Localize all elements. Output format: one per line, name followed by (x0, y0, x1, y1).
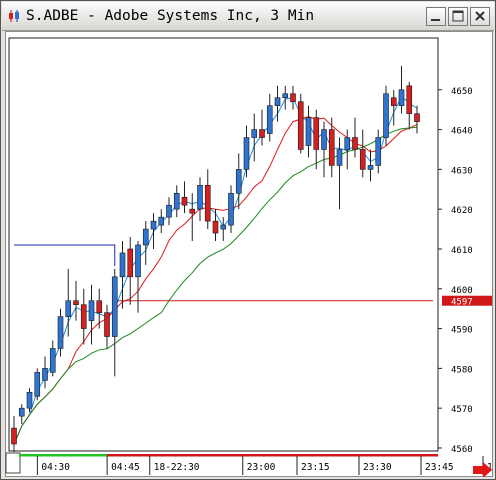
candle (42, 368, 48, 381)
candle (228, 192, 234, 226)
candle (189, 208, 196, 214)
y-tick-label: 4580 (451, 365, 473, 375)
candle (181, 196, 188, 206)
candle (197, 185, 203, 210)
candle (111, 276, 118, 337)
reference-line-blue (14, 244, 116, 266)
candle (390, 97, 397, 106)
candle (142, 228, 149, 246)
candle (212, 220, 219, 234)
y-tick-label: 4590 (451, 326, 473, 336)
y-tick-label: 4650 (451, 87, 473, 97)
candle (11, 427, 17, 445)
candle (251, 129, 258, 138)
current-price-label: 4597 (451, 298, 473, 308)
maximize-icon (452, 10, 464, 22)
x-tick-label: 04:30 (41, 462, 70, 473)
candle (367, 165, 374, 170)
close-icon (475, 11, 485, 21)
candle (259, 129, 265, 138)
candle (18, 407, 25, 417)
moving-average-slow (13, 126, 418, 445)
maximize-button[interactable] (448, 7, 468, 26)
minimize-button[interactable] (426, 7, 446, 26)
candle (34, 372, 41, 397)
candle (235, 169, 242, 194)
candle (26, 391, 33, 409)
candle (96, 300, 103, 313)
candle (88, 300, 95, 321)
candle (65, 300, 72, 317)
session-bar-day2 (107, 454, 438, 457)
candle (243, 137, 250, 170)
candle (383, 93, 389, 138)
current-price-marker (442, 295, 492, 306)
x-tick-label: 23:30 (363, 462, 392, 473)
candle (135, 244, 141, 278)
candle (414, 113, 420, 122)
candle (305, 117, 312, 146)
y-tick-label: 4620 (451, 206, 473, 216)
x-tick-label: 18-22:30 (154, 462, 200, 473)
window-title: S.ADBE - Adobe Systems Inc, 3 Min (26, 8, 315, 24)
candle (80, 304, 87, 329)
candle (119, 252, 126, 278)
candle (321, 129, 327, 150)
y-tick-label: 4640 (451, 127, 473, 137)
candle (352, 137, 358, 150)
y-tick-label: 4610 (451, 246, 473, 256)
candle (220, 224, 227, 230)
y-tick-label: 4570 (451, 405, 473, 415)
scroll-box-left (5, 452, 21, 474)
candle (73, 300, 79, 306)
candle (344, 137, 351, 150)
candle (150, 220, 157, 230)
candle (328, 129, 335, 166)
candle (398, 89, 405, 106)
candle (173, 192, 180, 210)
candle (127, 248, 134, 278)
candle (336, 149, 343, 166)
y-tick-label: 4630 (451, 166, 473, 176)
candle (297, 101, 304, 150)
candle (104, 312, 110, 337)
minimize-icon (431, 19, 440, 21)
x-tick-label: 23:15 (301, 462, 330, 473)
session-bar-day1 (19, 454, 107, 457)
price-chart[interactable]: 4560 4570 4580 4590 4600 4610 4620 4630 4640 4650… (5, 31, 493, 477)
close-button[interactable] (470, 7, 490, 26)
candle (282, 93, 289, 99)
y-tick-label: 4560 (451, 445, 473, 455)
candle (166, 204, 172, 218)
y-tick-label: 4600 (451, 286, 473, 296)
candle (375, 137, 382, 166)
candle (57, 316, 64, 349)
x-tick-label: 19-00:00 (487, 462, 493, 473)
x-tick-label: 23:00 (247, 462, 276, 473)
candle (266, 105, 273, 134)
candle (313, 117, 320, 150)
candle (274, 97, 281, 106)
candle (204, 185, 211, 222)
right-arrow-icon[interactable] (473, 462, 492, 477)
x-tick-label: 23:45 (425, 462, 454, 473)
title-bar[interactable]: S.ADBE - Adobe Systems Inc, 3 Min (2, 2, 494, 31)
x-tick-label: 04:45 (111, 462, 140, 473)
candle (49, 348, 56, 373)
candlestick-chart-icon (9, 10, 19, 22)
candle (406, 85, 413, 114)
candle (158, 216, 165, 226)
candle (359, 149, 366, 170)
candle (290, 93, 296, 103)
